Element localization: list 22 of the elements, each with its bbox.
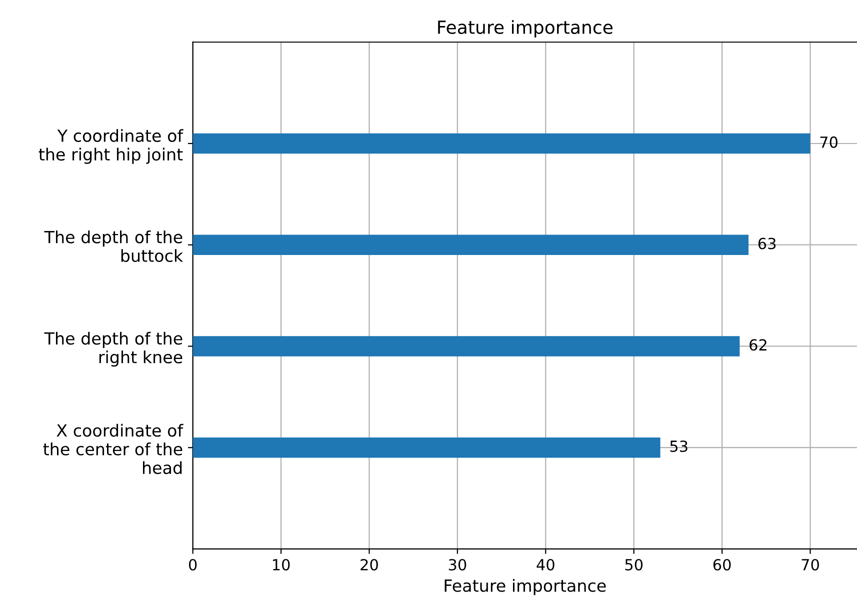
bar	[192, 336, 740, 356]
data-label: 63	[758, 238, 776, 250]
x-tick-label: 10	[272, 558, 290, 571]
bar	[192, 234, 749, 255]
x-tick-label: 0	[188, 558, 197, 571]
y-tick-label: The depth of the right knee	[44, 332, 182, 367]
x-tick-label: 30	[448, 558, 466, 571]
x-tick-label: 60	[713, 558, 731, 571]
x-axis-title: Feature importance	[444, 579, 606, 596]
chart-title: Feature importance	[438, 20, 613, 38]
bar	[192, 437, 660, 458]
bar	[192, 133, 810, 154]
data-label: 70	[820, 136, 838, 148]
x-tick-label: 20	[360, 558, 378, 571]
y-tick-label: The depth of the buttock	[44, 230, 184, 262]
y-tick-label: Y coordinate of the right hip joint	[38, 129, 184, 164]
x-tick-label: 70	[802, 558, 819, 571]
y-tick-label: X coordinate of the center of the head	[43, 424, 184, 474]
x-tick-label: 50	[625, 558, 643, 571]
data-label: 53	[670, 440, 688, 452]
x-tick-label: 40	[536, 558, 554, 571]
data-label: 62	[750, 339, 766, 351]
